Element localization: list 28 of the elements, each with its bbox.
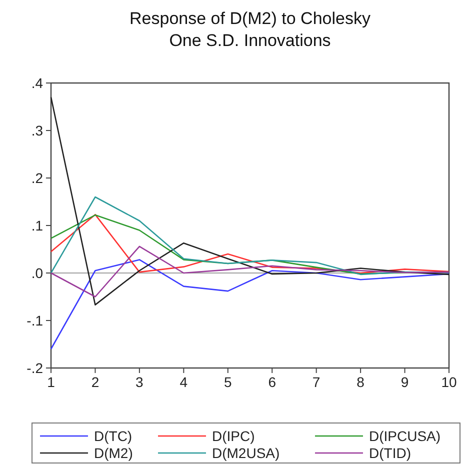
- x-tick-label: 10: [441, 374, 457, 390]
- x-tick-label: 3: [136, 374, 144, 390]
- y-tick-label: .0: [31, 265, 44, 281]
- legend-label: D(M2): [94, 445, 133, 461]
- legend-label: D(TID): [369, 445, 411, 461]
- chart-title: Response of D(M2) to Cholesky One S.D. Innovations: [130, 9, 371, 50]
- legend-label: D(IPC): [212, 428, 255, 444]
- x-tick-label: 6: [268, 374, 276, 390]
- line-series: [50, 96, 450, 306]
- line-series: [50, 196, 450, 276]
- y-tick-label: .4: [31, 75, 44, 91]
- x-tick-label: 2: [91, 374, 100, 390]
- y-tick-label: .2: [31, 170, 44, 186]
- x-tick-label: 7: [312, 374, 320, 390]
- legend-label: D(M2USA): [212, 445, 280, 461]
- legend-label: D(TC): [94, 428, 132, 444]
- x-tick-label: 5: [224, 374, 232, 390]
- x-tick-label: 4: [180, 374, 188, 390]
- x-tick-label: 1: [47, 374, 56, 390]
- y-tick-label: .1: [31, 218, 44, 234]
- y-tick-label: -.2: [26, 360, 44, 376]
- x-tick-label: 8: [356, 374, 365, 390]
- legend-label: D(IPCUSA): [369, 428, 441, 444]
- x-tick-label: 9: [400, 374, 409, 390]
- line-series: [50, 259, 450, 350]
- line-series: [50, 246, 450, 298]
- y-tick-label: .3: [31, 122, 44, 138]
- y-tick-label: -.1: [26, 312, 44, 328]
